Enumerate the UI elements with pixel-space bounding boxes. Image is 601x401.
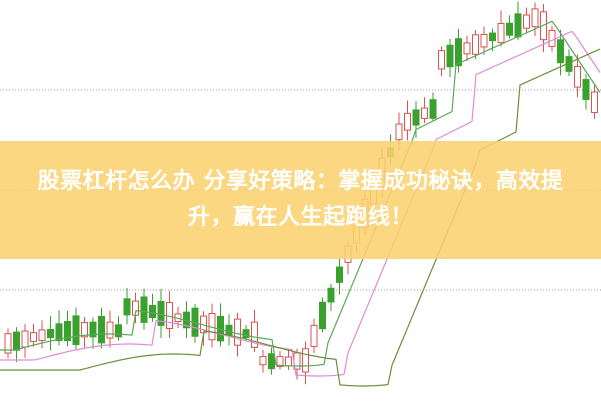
candle-body <box>574 65 581 88</box>
candle-body <box>497 22 505 44</box>
candle-body <box>72 315 80 346</box>
candle-body <box>582 79 590 100</box>
candle-body <box>489 32 496 42</box>
candle-body <box>234 318 241 346</box>
candle-body <box>438 50 445 70</box>
candle-body <box>514 13 522 38</box>
candle-body <box>310 324 318 347</box>
moving-average-line-30 <box>0 48 601 387</box>
title-banner: 股票杠杆怎么办 分享好策略：掌握成功秘诀，高效提升，赢在人生起跑线！ <box>0 141 601 259</box>
candle-body <box>429 99 437 119</box>
candle-body <box>21 330 29 348</box>
candle-body <box>557 39 564 64</box>
candle-body <box>455 38 462 67</box>
candle-body <box>336 266 343 283</box>
moving-average-line-5 <box>0 20 601 367</box>
candle-body <box>446 44 454 68</box>
candle-body <box>13 331 20 351</box>
candle-body <box>106 321 114 339</box>
candle-body <box>47 329 54 339</box>
candle-body <box>302 348 309 373</box>
candle-body <box>523 14 530 29</box>
moving-average-line-10 <box>0 30 601 377</box>
candle-body <box>89 321 97 338</box>
candle-body <box>412 109 420 126</box>
candle-body <box>225 324 233 337</box>
candle-body <box>421 107 428 119</box>
candle-body <box>4 333 12 354</box>
candle-body <box>64 321 71 342</box>
candle-body <box>395 123 403 141</box>
candle-body <box>251 321 258 348</box>
article-title: 股票杠杆怎么办 分享好策略：掌握成功秘诀，高效提升，赢在人生起跑线！ <box>37 169 564 230</box>
candle-body <box>149 304 156 319</box>
candle-body <box>327 287 335 303</box>
candle-body <box>123 298 131 316</box>
candle-body <box>38 329 46 341</box>
candle-body <box>55 323 63 342</box>
candle-body <box>115 324 122 338</box>
candle-body <box>463 42 471 55</box>
candle-body <box>472 34 479 55</box>
candle-body <box>98 315 105 344</box>
candle-body <box>480 33 488 48</box>
candle-body <box>259 356 267 366</box>
candle-body <box>319 301 326 330</box>
candle-body <box>531 8 539 28</box>
candle-body <box>30 332 37 342</box>
candle-body <box>285 356 292 367</box>
candle-body <box>81 322 88 338</box>
candle-body <box>404 112 411 131</box>
candle-body <box>242 329 250 339</box>
candle-body <box>506 22 513 36</box>
candle-body <box>591 91 598 113</box>
candle-body <box>548 29 556 48</box>
candle-body <box>276 355 284 367</box>
candle-body <box>140 296 148 323</box>
candle-body <box>268 353 275 370</box>
